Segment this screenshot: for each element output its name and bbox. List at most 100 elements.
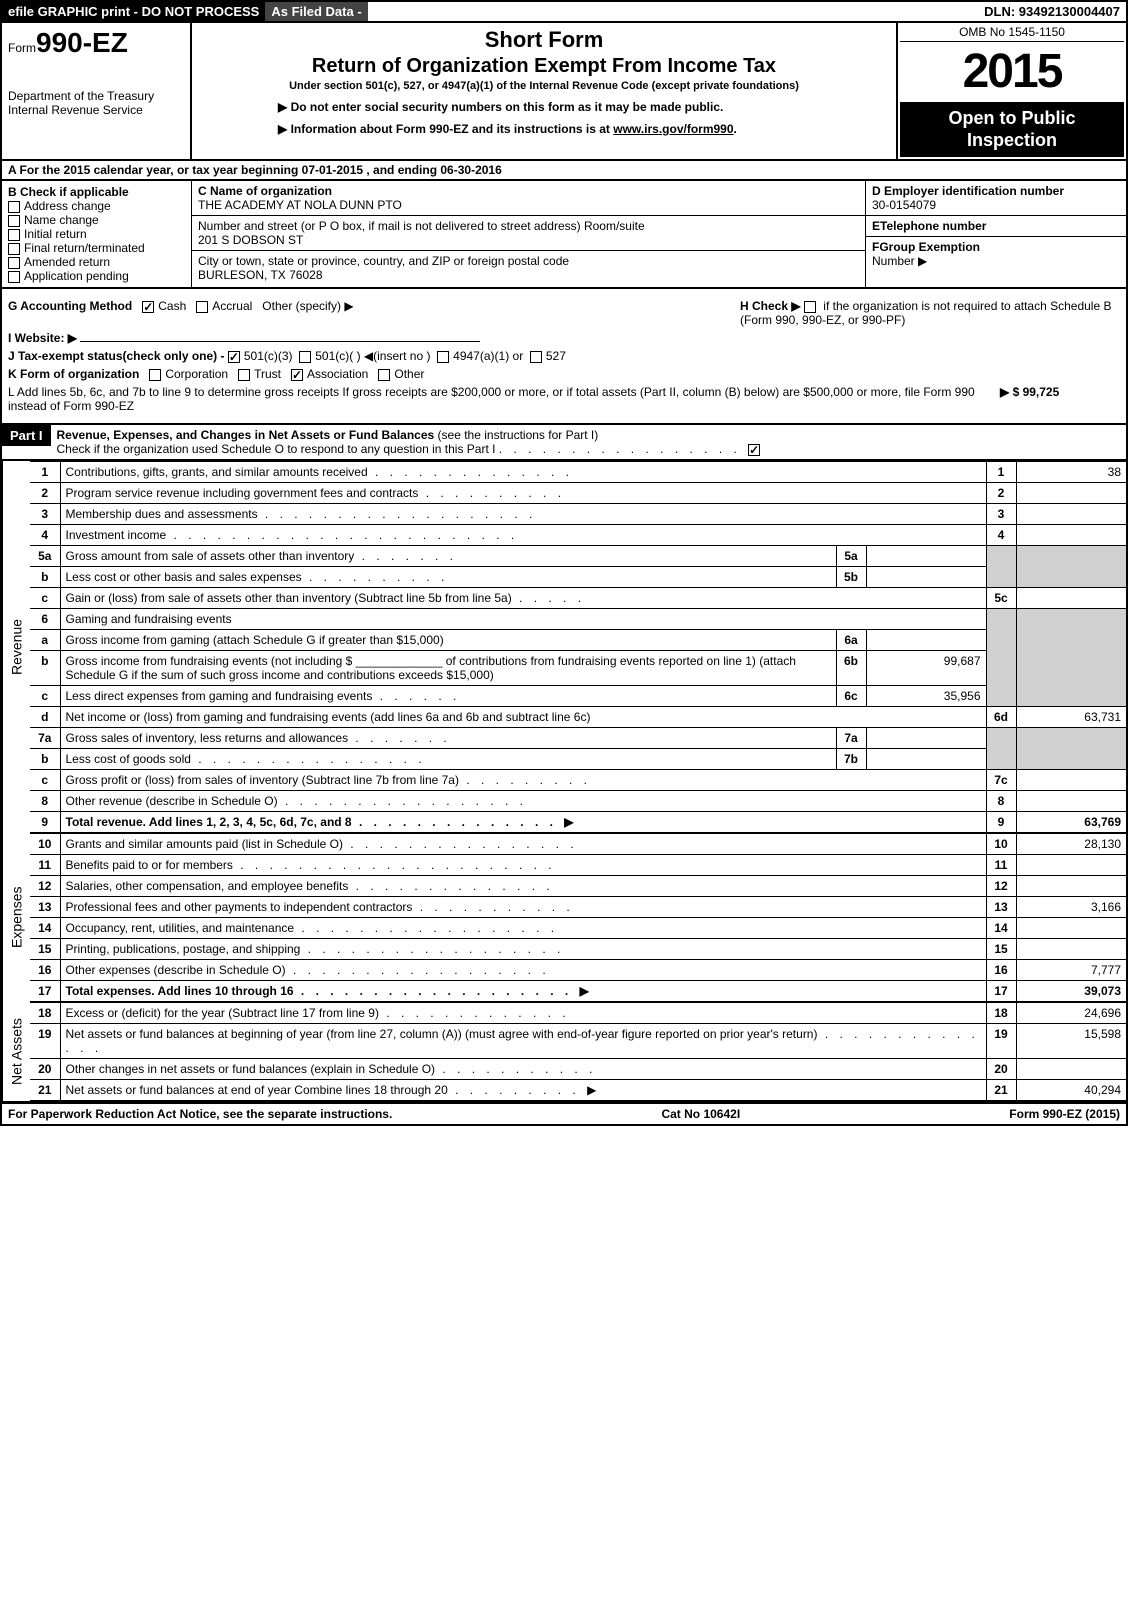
form-header: Form990-EZ Department of the Treasury In… — [0, 23, 1128, 161]
sections-bcdef: B Check if applicable Address change Nam… — [0, 181, 1128, 289]
checkbox-name-change[interactable] — [8, 215, 20, 227]
website-field — [80, 341, 480, 342]
line-21: 21Net assets or fund balances at end of … — [30, 1080, 1126, 1101]
part1-hint: (see the instructions for Part I) — [438, 428, 599, 442]
sections-def: D Employer identification number 30-0154… — [866, 181, 1126, 287]
netassets-section: Net Assets 18Excess or (deficit) for the… — [0, 1002, 1128, 1103]
tax-year: 2015 — [900, 42, 1124, 102]
vert-netassets: Net Assets — [2, 1002, 30, 1101]
g-accrual: Accrual — [212, 299, 252, 313]
irs-label: Internal Revenue Service — [8, 103, 184, 117]
g-label: G Accounting Method — [8, 299, 132, 313]
omb-number: OMB No 1545-1150 — [900, 25, 1124, 42]
part1-header-row: Part I Revenue, Expenses, and Changes in… — [0, 425, 1128, 461]
cb-label-amended: Amended return — [24, 255, 110, 269]
line-6c: cLess direct expenses from gaming and fu… — [30, 686, 1126, 707]
checkbox-527[interactable] — [530, 351, 542, 363]
j-501c: 501(c)( ) ◀(insert no ) — [315, 349, 430, 363]
k-label: K Form of organization — [8, 367, 139, 381]
ein-value: 30-0154079 — [872, 198, 1120, 212]
public-inspection-box: Open to Public Inspection — [900, 102, 1124, 157]
line-19: 19Net assets or fund balances at beginni… — [30, 1024, 1126, 1059]
line-5c: cGain or (loss) from sale of assets othe… — [30, 588, 1126, 609]
line-6a: aGross income from gaming (attach Schedu… — [30, 630, 1126, 651]
checkbox-schedule-o[interactable] — [748, 444, 760, 456]
g-cash: Cash — [158, 299, 186, 313]
checkbox-initial-return[interactable] — [8, 229, 20, 241]
expenses-section: Expenses 10Grants and similar amounts pa… — [0, 833, 1128, 1002]
revenue-section: Revenue 1Contributions, gifts, grants, a… — [0, 461, 1128, 833]
line-17: 17Total expenses. Add lines 10 through 1… — [30, 981, 1126, 1002]
line-15: 15Printing, publications, postage, and s… — [30, 939, 1126, 960]
header-center: Short Form Return of Organization Exempt… — [192, 23, 896, 159]
line-14: 14Occupancy, rent, utilities, and mainte… — [30, 918, 1126, 939]
checkbox-h[interactable] — [804, 301, 816, 313]
c-city-label: City or town, state or province, country… — [198, 254, 859, 268]
line-11: 11Benefits paid to or for members . . . … — [30, 855, 1126, 876]
checkbox-pending[interactable] — [8, 271, 20, 283]
line-6d: dNet income or (loss) from gaming and fu… — [30, 707, 1126, 728]
line-3: 3Membership dues and assessments . . . .… — [30, 504, 1126, 525]
line-5a: 5aGross amount from sale of assets other… — [30, 546, 1126, 567]
public-line-2: Inspection — [904, 130, 1120, 152]
print-label: efile GRAPHIC print - DO NOT PROCESS — [2, 2, 265, 21]
j-501c3: 501(c)(3) — [244, 349, 293, 363]
irs-link[interactable]: www.irs.gov/form990 — [613, 122, 733, 136]
footer-left: For Paperwork Reduction Act Notice, see … — [8, 1107, 392, 1121]
line-7b: bLess cost of goods sold . . . . . . . .… — [30, 749, 1126, 770]
footer-right: Form 990-EZ (2015) — [1009, 1107, 1120, 1121]
checkbox-501c[interactable] — [299, 351, 311, 363]
k-trust: Trust — [254, 367, 281, 381]
l-value: ▶ $ 99,725 — [1000, 385, 1120, 413]
footer-mid: Cat No 10642I — [661, 1107, 740, 1121]
j-527: 527 — [546, 349, 566, 363]
vert-expenses: Expenses — [2, 833, 30, 1002]
checkbox-accrual[interactable] — [196, 301, 208, 313]
i-label: I Website: ▶ — [8, 331, 77, 345]
checkbox-4947[interactable] — [437, 351, 449, 363]
line-13: 13Professional fees and other payments t… — [30, 897, 1126, 918]
org-name: THE ACADEMY AT NOLA DUNN PTO — [198, 198, 859, 212]
instruction-1: ▶ Do not enter social security numbers o… — [198, 100, 890, 114]
header-left: Form990-EZ Department of the Treasury In… — [2, 23, 192, 159]
form-prefix: Form — [8, 41, 36, 55]
checkbox-assoc[interactable] — [291, 369, 303, 381]
cb-label-initial: Initial return — [24, 227, 87, 241]
checkbox-amended[interactable] — [8, 257, 20, 269]
checkbox-cash[interactable] — [142, 301, 154, 313]
dept-treasury: Department of the Treasury — [8, 89, 184, 103]
cb-label-pending: Application pending — [24, 269, 129, 283]
checkbox-address-change[interactable] — [8, 201, 20, 213]
page-footer: For Paperwork Reduction Act Notice, see … — [0, 1103, 1128, 1126]
efile-top-bar: efile GRAPHIC print - DO NOT PROCESS As … — [0, 0, 1128, 23]
checkbox-corp[interactable] — [149, 369, 161, 381]
line-6b: bGross income from fundraising events (n… — [30, 651, 1126, 686]
spacer — [368, 2, 978, 21]
f-label2: Number ▶ — [872, 254, 1120, 268]
expenses-table: 10Grants and similar amounts paid (list … — [30, 833, 1126, 1002]
line-16: 16Other expenses (describe in Schedule O… — [30, 960, 1126, 981]
as-filed-label: As Filed Data - — [265, 2, 367, 21]
section-b: B Check if applicable Address change Nam… — [2, 181, 192, 287]
checkbox-501c3[interactable] — [228, 351, 240, 363]
line-5b: bLess cost or other basis and sales expe… — [30, 567, 1126, 588]
c-name-label: C Name of organization — [198, 184, 859, 198]
checkbox-trust[interactable] — [238, 369, 250, 381]
j-label: J Tax-exempt status(check only one) - — [8, 349, 225, 363]
info-block-ghijkl: G Accounting Method Cash Accrual Other (… — [0, 289, 1128, 425]
netassets-table: 18Excess or (deficit) for the year (Subt… — [30, 1002, 1126, 1101]
revenue-table: 1Contributions, gifts, grants, and simil… — [30, 461, 1126, 833]
checkbox-other[interactable] — [378, 369, 390, 381]
section-a-calendar-year: A For the 2015 calendar year, or tax yea… — [0, 161, 1128, 181]
part1-label: Part I — [2, 425, 51, 446]
line-7c: cGross profit or (loss) from sales of in… — [30, 770, 1126, 791]
line-4: 4Investment income . . . . . . . . . . .… — [30, 525, 1126, 546]
section-b-label: B Check if applicable — [8, 185, 185, 199]
public-line-1: Open to Public — [904, 108, 1120, 130]
f-label: FGroup Exemption — [872, 240, 1120, 254]
c-street-label: Number and street (or P O box, if mail i… — [198, 219, 859, 233]
checkbox-final-return[interactable] — [8, 243, 20, 255]
line-1: 1Contributions, gifts, grants, and simil… — [30, 462, 1126, 483]
short-form-title: Short Form — [198, 27, 890, 53]
vert-revenue: Revenue — [2, 461, 30, 833]
